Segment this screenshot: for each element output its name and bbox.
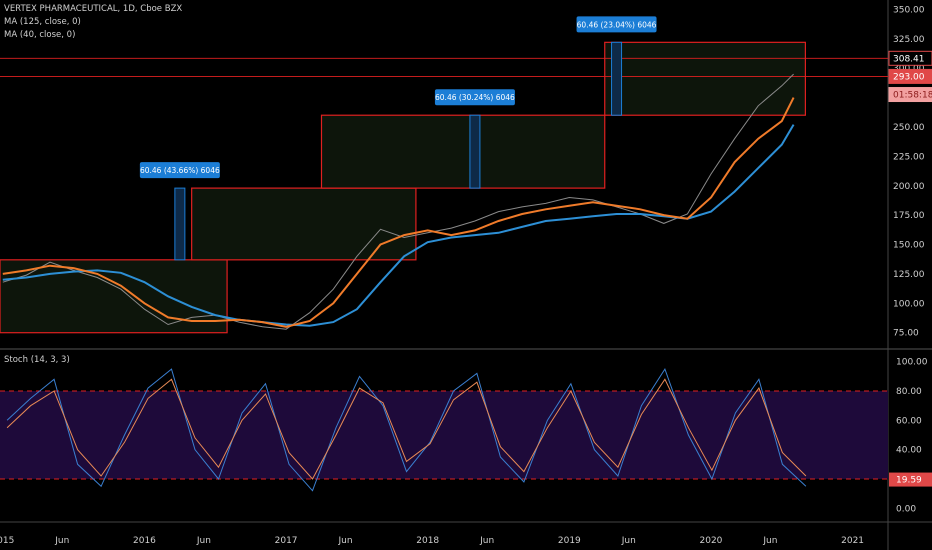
time-tick-label: 2020: [700, 536, 723, 546]
series-ma40: [2, 97, 795, 328]
stoch-tag-label: 19.59: [896, 476, 922, 486]
time-tick-label: Jun: [338, 536, 353, 546]
measure-bar: [611, 41, 623, 116]
time-tick-label: 2019: [558, 536, 581, 546]
price-tag-bg: [888, 50, 932, 66]
time-tick-label: Jun: [196, 536, 211, 546]
legend-ma40[interactable]: MA (40, close, 0): [4, 30, 76, 40]
stoch-tick-label: 0.00: [896, 504, 916, 514]
stoch-tick-label: 60.00: [896, 416, 922, 426]
price-tag-label: 308.41: [893, 54, 925, 64]
price-tick-label: 150.00: [893, 241, 925, 251]
price-tick-label: 75.00: [893, 329, 919, 339]
price-tick-label: 125.00: [893, 270, 925, 280]
measure-label-bg: [434, 89, 515, 106]
time-tick-label: 2016: [133, 536, 156, 546]
measure-bar: [174, 187, 186, 261]
legend-ma125[interactable]: MA (125, close, 0): [4, 17, 81, 27]
stoch-fill: [0, 391, 888, 479]
stoch-band: [0, 390, 888, 480]
price-tags: 308.41 293.00 01:58:18 19.59: [888, 50, 932, 487]
price-tick-label: 175.00: [893, 211, 925, 221]
measure-label-bg: [576, 16, 657, 33]
measure-bar: [469, 114, 481, 189]
stoch-tag-bg: [889, 472, 932, 487]
time-tick-label: 2021: [841, 536, 864, 546]
price-tick-label: 200.00: [893, 182, 925, 192]
price-tick-label: 250.00: [893, 123, 925, 133]
stoch-tick-label: 80.00: [896, 387, 922, 397]
measure-label: 60.46 (30.24%) 6046: [435, 93, 515, 102]
time-tick-label: Jun: [621, 536, 636, 546]
price-tick-label: 100.00: [893, 299, 925, 309]
price-tick-label: 350.00: [893, 5, 925, 15]
measure-label: 60.46 (23.04%) 6046: [577, 20, 657, 29]
price-tick-label: 225.00: [893, 152, 925, 162]
measure-label-bg: [139, 162, 220, 179]
stoch-k-line: [6, 367, 807, 492]
range-box: [604, 41, 806, 116]
price-tag-label: 293.00: [893, 72, 925, 82]
price-tick-label: 325.00: [893, 35, 925, 45]
stoch-tick-label: 100.00: [896, 358, 928, 368]
time-tick-label: Jun: [479, 536, 494, 546]
price-series: [2, 73, 795, 330]
price-tag-bg: [888, 68, 932, 84]
price-tag-label: 01:58:18: [893, 91, 932, 101]
time-tick-label: Jun: [762, 536, 777, 546]
range-box: [320, 114, 606, 189]
legend-title[interactable]: VERTEX PHARMACEUTICAL, 1D, Cboe BZX: [4, 4, 183, 14]
price-tag-bg: [888, 87, 932, 103]
time-axis[interactable]: 2015 Jun 2016 Jun 2017 Jun 2018 Jun 2019 Jun 2020 J…: [0, 536, 864, 546]
time-tick-label: 2018: [416, 536, 439, 546]
series-price: [2, 73, 794, 330]
stoch-d-line: [6, 378, 807, 480]
legend-stoch[interactable]: Stoch (14, 3, 3): [4, 355, 70, 365]
time-tick-label: Jun: [54, 536, 69, 546]
measure-callouts: 60.46 (43.66%) 6046 60.46 (30.24%) 6046 60…: [139, 16, 657, 261]
range-box: [191, 187, 417, 261]
stoch-tick-label: 40.00: [896, 446, 922, 456]
range-boxes: [0, 41, 888, 334]
time-tick-label: 2017: [275, 536, 298, 546]
time-tick-label: 2015: [0, 536, 14, 546]
stoch-series: [6, 367, 807, 492]
measure-label: 60.46 (43.66%) 6046: [140, 166, 220, 175]
